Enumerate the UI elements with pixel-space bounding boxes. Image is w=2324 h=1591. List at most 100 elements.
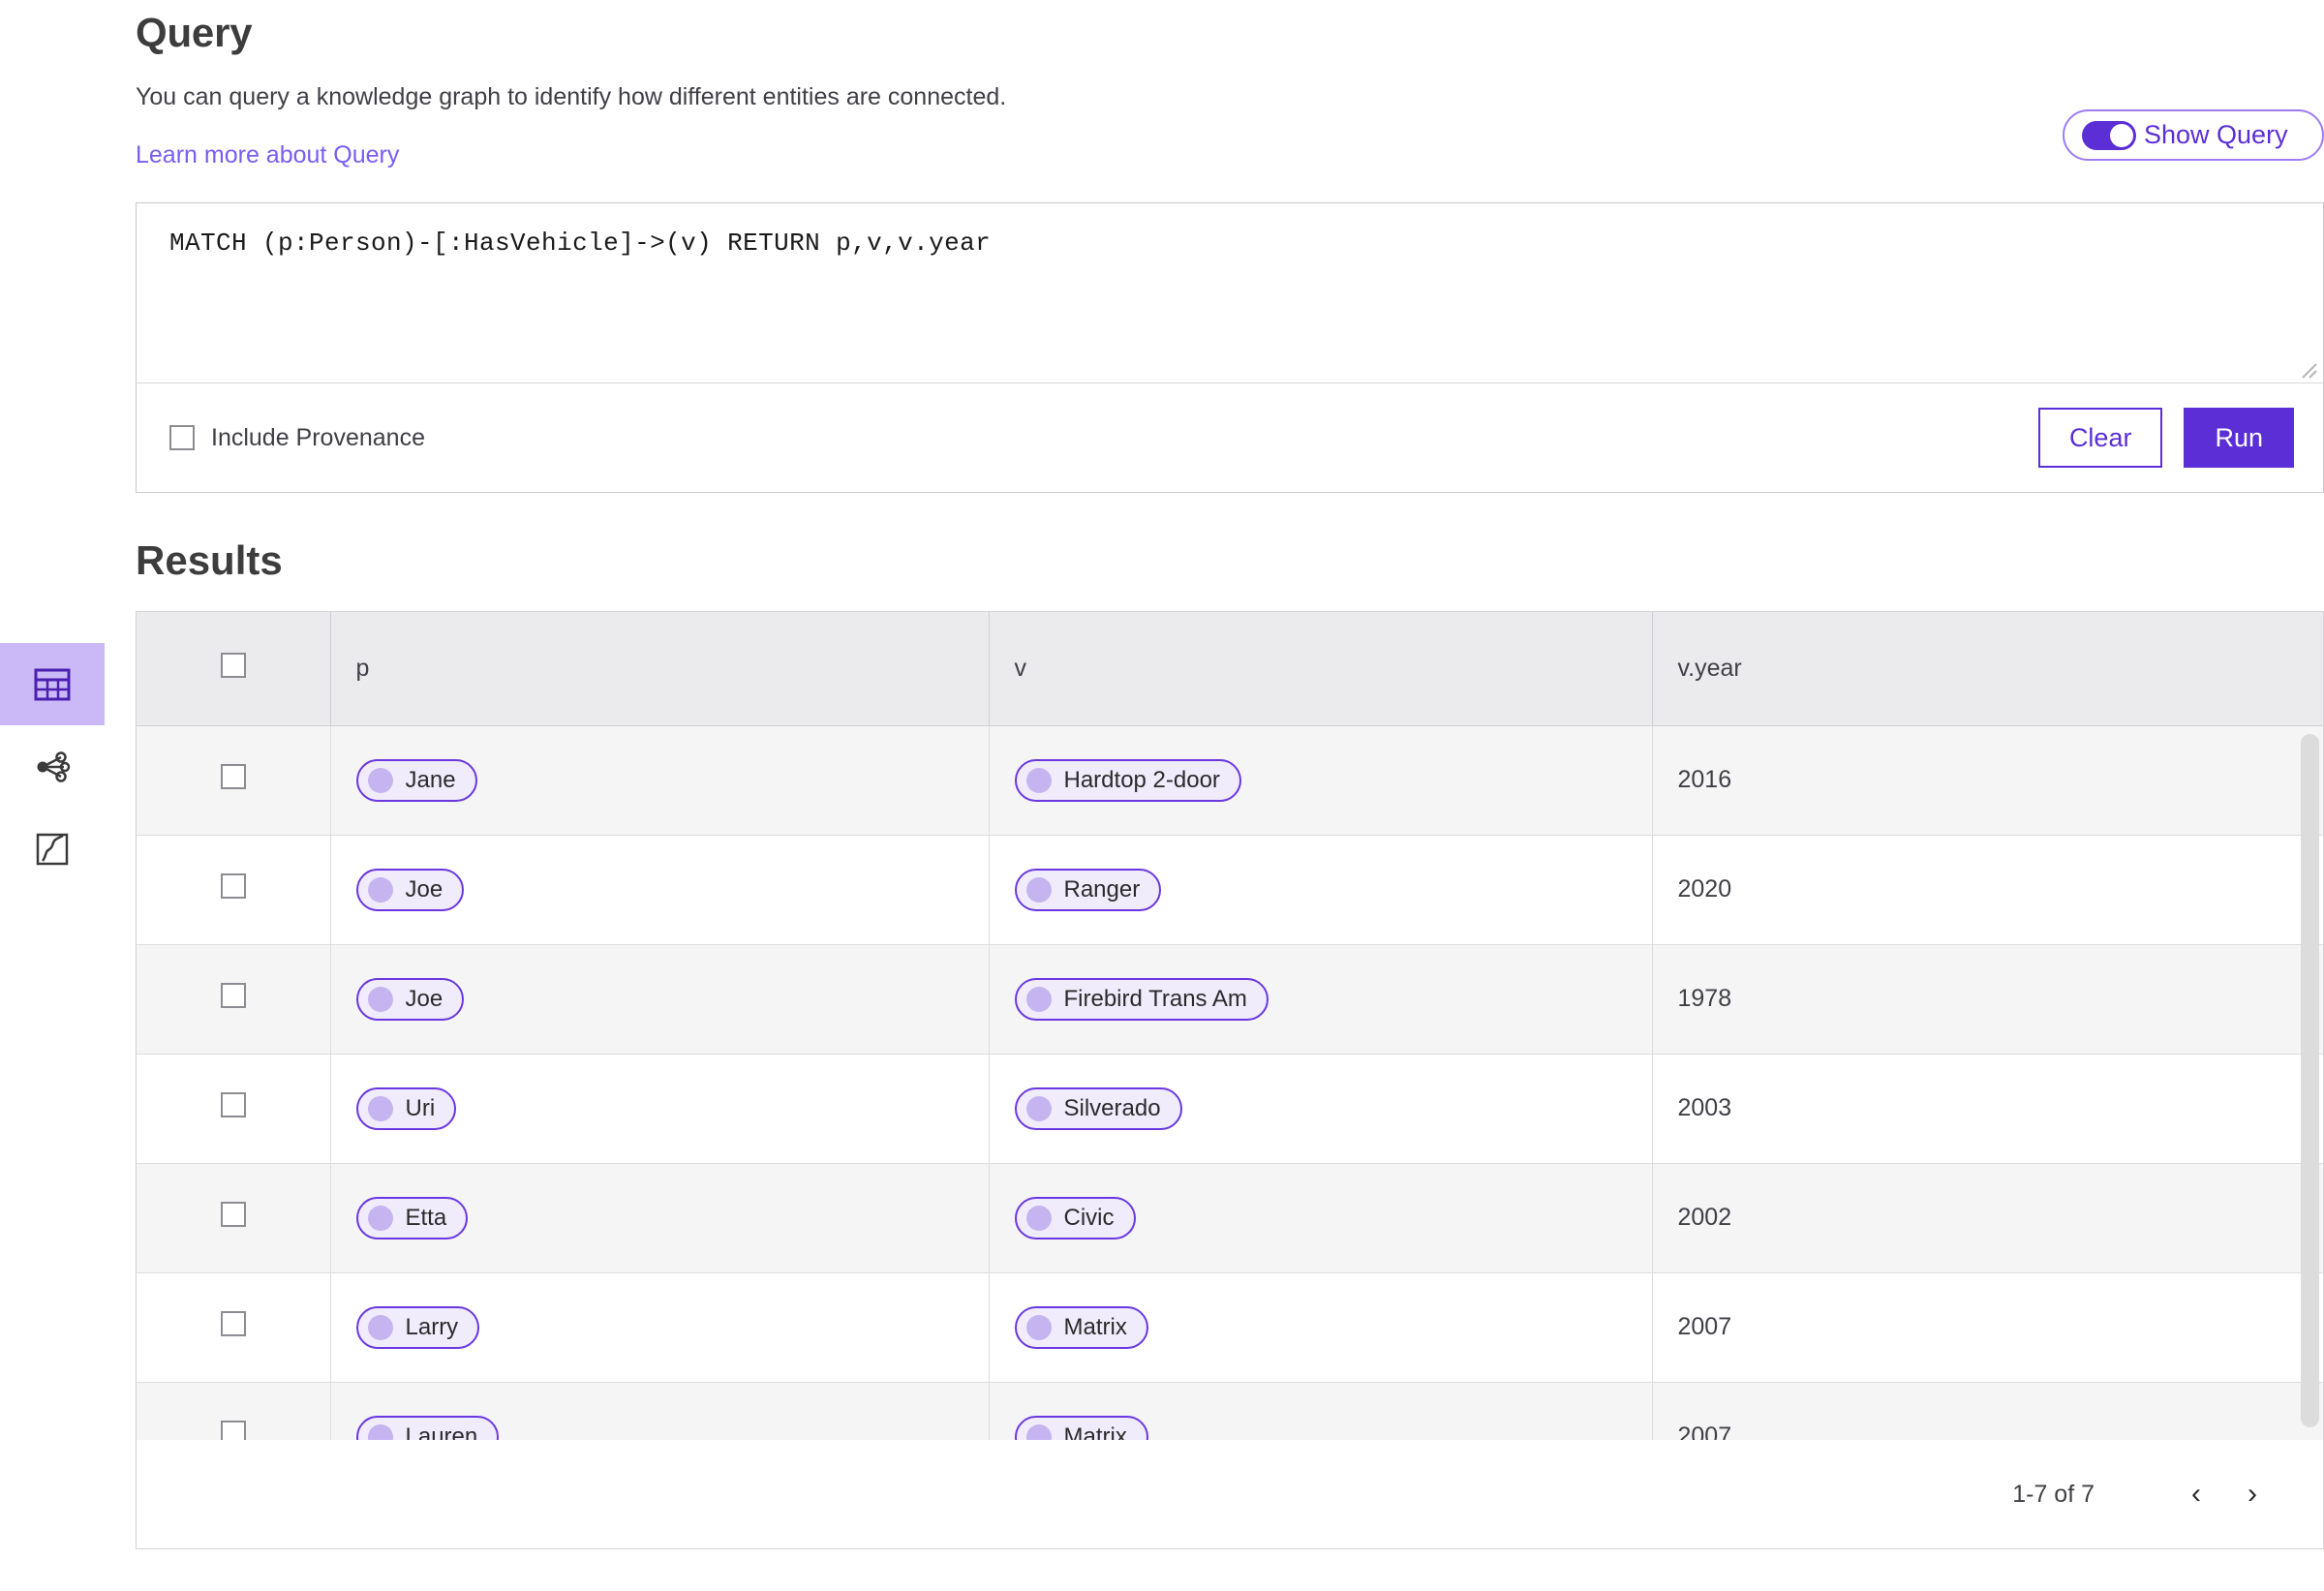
node-circle-icon — [1025, 876, 1052, 903]
page-subtitle: You can query a knowledge graph to ident… — [136, 83, 1007, 110]
node-chip-v[interactable]: Matrix — [1014, 1305, 1148, 1349]
view-mode-rail — [0, 643, 105, 890]
pagination-prev-icon[interactable]: ‹ — [2191, 1478, 2201, 1511]
table-icon — [34, 668, 71, 701]
row-select-checkbox[interactable] — [220, 764, 246, 790]
cell-v: Silverado — [988, 1054, 1652, 1164]
include-provenance-checkbox[interactable] — [169, 425, 195, 451]
row-select-checkbox[interactable] — [220, 873, 246, 900]
table-row[interactable]: Larry Matrix 2007 — [137, 1272, 2323, 1383]
node-chip-label: Larry — [405, 1313, 459, 1340]
node-chip-v[interactable]: Ranger — [1014, 868, 1162, 911]
cell-v-year: 2003 — [1651, 1054, 2323, 1164]
node-chip-v[interactable]: Civic — [1014, 1196, 1136, 1239]
table-row[interactable]: Etta Civic 2002 — [137, 1163, 2323, 1273]
editor-actions: Clear Run — [2037, 408, 2294, 469]
row-select-cell — [137, 725, 330, 836]
node-circle-icon — [367, 1314, 393, 1340]
table-row[interactable]: Jane Hardtop 2-door 2016 — [137, 725, 2323, 836]
cell-v-year: 2002 — [1651, 1163, 2323, 1273]
show-query-label: Show Query — [2144, 120, 2288, 149]
table-row[interactable]: Uri Silverado 2003 — [137, 1054, 2323, 1164]
node-chip-p[interactable]: Jane — [355, 758, 477, 802]
cell-p: Joe — [329, 944, 989, 1055]
cell-v: Matrix — [988, 1272, 1652, 1383]
cell-p: Lauren — [329, 1382, 989, 1441]
cell-v-year: 2007 — [1651, 1272, 2323, 1383]
node-chip-p[interactable]: Lauren — [355, 1415, 500, 1441]
show-query-toggle[interactable]: Show Query — [2063, 109, 2324, 161]
table-row[interactable]: Joe Ranger 2020 — [137, 835, 2323, 945]
row-select-checkbox[interactable] — [220, 1311, 246, 1337]
run-button[interactable]: Run — [2184, 408, 2294, 469]
include-provenance-row[interactable]: Include Provenance — [169, 424, 425, 452]
node-chip-label: Lauren — [405, 1423, 478, 1441]
node-chip-v[interactable]: Hardtop 2-door — [1014, 758, 1241, 802]
node-chip-v[interactable]: Matrix — [1014, 1415, 1148, 1441]
node-chip-p[interactable]: Uri — [355, 1086, 457, 1130]
graph-network-icon — [34, 750, 71, 783]
map-icon — [36, 833, 69, 866]
query-textarea[interactable]: MATCH (p:Person)-[:HasVehicle]->(v) RETU… — [137, 203, 2323, 384]
cell-v: Hardtop 2-door — [988, 725, 1652, 836]
node-circle-icon — [1025, 1314, 1052, 1340]
row-select-cell — [137, 944, 330, 1055]
column-header-p[interactable]: p — [329, 612, 989, 726]
cell-v-year: 2016 — [1651, 725, 2323, 836]
select-all-header — [137, 612, 330, 726]
rail-item-graph-view[interactable] — [0, 725, 105, 808]
node-chip-label: Uri — [405, 1094, 436, 1121]
row-select-cell — [137, 1054, 330, 1164]
textarea-resize-handle[interactable] — [2296, 357, 2317, 379]
node-chip-label: Joe — [405, 875, 443, 903]
node-chip-label: Matrix — [1063, 1313, 1127, 1340]
results-vertical-scrollbar[interactable] — [2301, 734, 2319, 1428]
query-editor-card: MATCH (p:Person)-[:HasVehicle]->(v) RETU… — [136, 202, 2324, 494]
column-header-v[interactable]: v — [988, 612, 1652, 726]
node-chip-v[interactable]: Silverado — [1014, 1086, 1182, 1130]
cell-p: Uri — [329, 1054, 989, 1164]
select-all-checkbox[interactable] — [220, 653, 246, 678]
header-row: p v v.year — [137, 612, 2323, 726]
node-chip-label: Hardtop 2-door — [1063, 766, 1220, 793]
node-chip-p[interactable]: Joe — [355, 868, 465, 911]
include-provenance-label: Include Provenance — [211, 423, 425, 451]
node-chip-p[interactable]: Joe — [355, 977, 465, 1021]
cell-v: Firebird Trans Am — [988, 944, 1652, 1055]
node-chip-v[interactable]: Firebird Trans Am — [1014, 977, 1269, 1021]
node-chip-label: Ranger — [1063, 875, 1141, 903]
row-select-checkbox[interactable] — [220, 1202, 246, 1228]
node-chip-p[interactable]: Etta — [355, 1196, 469, 1239]
row-select-cell — [137, 1163, 330, 1273]
row-select-checkbox[interactable] — [220, 1421, 246, 1441]
main-content: Query You can query a knowledge graph to… — [136, 0, 2324, 1550]
pagination-count: 1-7 of 7 — [2012, 1480, 2095, 1508]
table-row[interactable]: Lauren Matrix 2007 — [137, 1382, 2323, 1441]
clear-button[interactable]: Clear — [2037, 408, 2163, 469]
node-chip-label: Civic — [1063, 1204, 1115, 1231]
cell-v-year: 2007 — [1651, 1382, 2323, 1441]
node-circle-icon — [367, 767, 393, 793]
row-select-cell — [137, 1272, 330, 1383]
query-text-value: MATCH (p:Person)-[:HasVehicle]->(v) RETU… — [169, 229, 992, 259]
pagination-next-icon[interactable]: › — [2248, 1478, 2257, 1511]
rail-item-map-view[interactable] — [0, 808, 105, 890]
cell-p: Larry — [329, 1272, 989, 1383]
rail-item-table-view[interactable] — [0, 643, 105, 725]
node-circle-icon — [1025, 767, 1052, 793]
column-header-v-year[interactable]: v.year — [1651, 612, 2323, 726]
table-row[interactable]: Joe Firebird Trans Am 1978 — [137, 944, 2323, 1055]
node-chip-label: Firebird Trans Am — [1063, 985, 1247, 1012]
learn-more-link[interactable]: Learn more about Query — [136, 141, 400, 169]
node-chip-label: Silverado — [1063, 1094, 1161, 1121]
results-table-card: p v v.year Jane Hardtop 2-door 2016 Joe Rang… — [136, 611, 2324, 1550]
node-circle-icon — [1025, 1095, 1052, 1121]
node-chip-p[interactable]: Larry — [355, 1305, 480, 1349]
node-chip-label: Matrix — [1063, 1423, 1127, 1441]
row-select-checkbox[interactable] — [220, 1092, 246, 1118]
node-circle-icon — [1025, 986, 1052, 1012]
toggle-switch[interactable] — [2082, 120, 2136, 150]
cell-p: Etta — [329, 1163, 989, 1273]
results-table-body: Jane Hardtop 2-door 2016 Joe Ranger 2020 Joe Fi… — [137, 725, 2323, 1441]
row-select-checkbox[interactable] — [220, 983, 246, 1009]
